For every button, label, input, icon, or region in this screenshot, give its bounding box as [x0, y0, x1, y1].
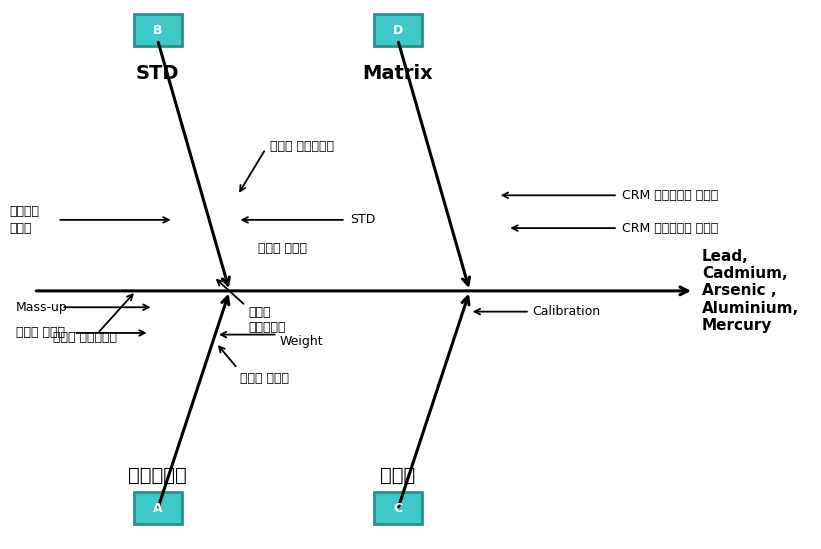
Text: 저울의 안전성: 저울의 안전성 — [258, 242, 306, 255]
Text: Matrix: Matrix — [362, 64, 433, 83]
FancyBboxPatch shape — [135, 14, 181, 46]
Text: CRM 시료측정의 회수율: CRM 시료측정의 회수율 — [621, 222, 718, 234]
Text: Calibration: Calibration — [532, 305, 600, 318]
Text: C: C — [393, 501, 402, 514]
Text: Mass-up: Mass-up — [16, 301, 67, 314]
FancyBboxPatch shape — [374, 14, 422, 46]
Text: 저울의 안정성: 저울의 안정성 — [16, 327, 65, 339]
Text: D: D — [393, 24, 403, 37]
Text: B: B — [154, 24, 163, 37]
Text: 저울의 안정성: 저울의 안정성 — [240, 372, 289, 385]
FancyBboxPatch shape — [374, 492, 422, 524]
Text: 검량선: 검량선 — [380, 466, 415, 485]
Text: 저울의 교정성적서: 저울의 교정성적서 — [53, 331, 117, 344]
Text: 시료전처리: 시료전처리 — [128, 466, 187, 485]
Text: Weight: Weight — [280, 334, 323, 348]
Text: 저울의 교정성적서: 저울의 교정성적서 — [269, 139, 333, 153]
Text: A: A — [153, 501, 163, 514]
Text: STD: STD — [135, 64, 179, 83]
Text: 표준물질: 표준물질 — [9, 205, 39, 218]
Text: STD: STD — [350, 214, 375, 226]
FancyBboxPatch shape — [135, 492, 181, 524]
Text: 저울의
교정성적서: 저울의 교정성적서 — [248, 306, 286, 334]
Text: CRM 시료측정의 반복성: CRM 시료측정의 반복성 — [621, 189, 718, 202]
Text: Lead,
Cadmium,
Arsenic ,
Aluminium,
Mercury: Lead, Cadmium, Arsenic , Aluminium, Merc… — [702, 249, 799, 333]
Text: 인증서: 인증서 — [9, 222, 32, 234]
